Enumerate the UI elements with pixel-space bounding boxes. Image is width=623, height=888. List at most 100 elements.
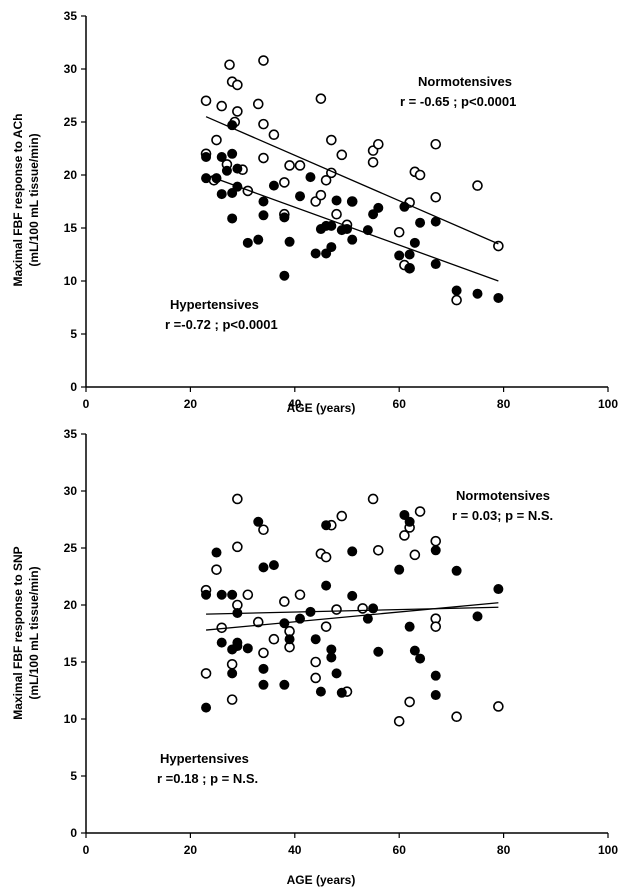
data-point-hypertensive (331, 195, 342, 206)
data-point-hypertensive (451, 565, 462, 576)
x-axis-title: AGE (years) (287, 401, 356, 415)
data-point-normotensive (200, 668, 212, 679)
series-normotensives (200, 493, 504, 727)
data-point-hypertensive (326, 220, 337, 231)
y-axis-title-line1: Maximal FBF response to ACh (11, 114, 25, 287)
data-point-hypertensive (430, 259, 441, 270)
data-point-hypertensive (201, 151, 212, 162)
y-tick-label: 30 (64, 484, 78, 498)
data-point-hypertensive (493, 584, 504, 595)
data-point-normotensive (268, 633, 280, 645)
data-point-hypertensive (347, 546, 358, 557)
data-point-hypertensive (279, 212, 290, 223)
data-point-normotensive (331, 208, 342, 220)
data-point-hypertensive (232, 637, 243, 648)
data-point-hypertensive (331, 668, 342, 679)
data-point-normotensive (399, 530, 410, 541)
data-point-hypertensive (368, 209, 379, 220)
y-tick-labels: 0 5 10 15 20 25 30 35 (64, 9, 86, 394)
x-tick-label: 60 (393, 843, 407, 857)
x-tick-label: 20 (184, 397, 198, 411)
data-point-hypertensive (326, 644, 337, 655)
data-point-hypertensive (227, 188, 238, 199)
data-point-hypertensive (227, 589, 238, 600)
data-point-normotensive (284, 160, 295, 171)
y-tick-label: 20 (64, 598, 78, 612)
data-point-hypertensive (326, 242, 337, 253)
data-point-hypertensive (362, 613, 373, 624)
trendline-normotensives (205, 116, 499, 245)
data-point-hypertensive (216, 189, 227, 200)
data-point-hypertensive (268, 560, 279, 571)
data-point-hypertensive (268, 180, 279, 191)
data-point-hypertensive (493, 292, 504, 303)
data-point-normotensive (216, 100, 228, 112)
annotation-hypertensives-stat: r =0.18 ; p = N.S. (157, 771, 258, 786)
data-point-normotensive (258, 55, 269, 66)
trendlines (205, 116, 499, 282)
data-point-hypertensive (201, 702, 212, 713)
data-point-hypertensive (415, 217, 426, 228)
data-point-hypertensive (373, 202, 384, 213)
data-point-hypertensive (258, 663, 269, 674)
data-point-normotensive (367, 156, 379, 168)
x-axis-title: AGE (years) (287, 873, 356, 887)
data-point-hypertensive (258, 210, 269, 221)
x-tick-label: 20 (184, 843, 198, 857)
data-point-normotensive (409, 549, 421, 561)
x-tick-label: 80 (497, 843, 511, 857)
data-point-normotensive (211, 564, 222, 575)
data-point-normotensive (310, 672, 321, 684)
data-point-hypertensive (404, 249, 415, 260)
annotation-normotensives-title: Normotensives (456, 488, 550, 503)
data-point-normotensive (226, 694, 238, 705)
data-point-normotensive (258, 647, 269, 659)
data-point-hypertensive (451, 285, 462, 296)
data-point-normotensive (320, 175, 332, 186)
data-point-normotensive (200, 95, 212, 107)
data-point-hypertensive (472, 288, 483, 299)
data-point-normotensive (393, 715, 405, 727)
data-point-normotensive (232, 79, 243, 91)
data-point-hypertensive (258, 562, 269, 573)
data-point-normotensive (211, 134, 222, 146)
data-point-normotensive (404, 696, 415, 708)
data-point-hypertensive (242, 643, 253, 654)
data-point-normotensive (232, 493, 243, 505)
data-point-normotensive (414, 169, 426, 181)
annotation-hypertensives-title: Hypertensives (160, 751, 249, 766)
y-tick-label: 35 (64, 9, 78, 23)
data-point-normotensive (258, 118, 269, 130)
data-point-hypertensive (415, 653, 426, 664)
y-tick-label: 10 (64, 274, 78, 288)
x-tick-label: 100 (598, 843, 618, 857)
data-point-hypertensive (284, 236, 295, 247)
trendline-hypertensives (205, 602, 499, 631)
data-point-normotensive (493, 240, 504, 252)
y-tick-label: 15 (64, 221, 78, 235)
y-tick-label: 0 (70, 826, 77, 840)
data-point-normotensive (430, 138, 442, 150)
data-point-hypertensive (310, 248, 321, 259)
data-point-normotensive (373, 544, 384, 556)
data-point-hypertensive (258, 679, 269, 690)
data-point-normotensive (373, 138, 384, 150)
data-point-hypertensive (430, 690, 441, 701)
trendline-normotensives (206, 606, 499, 615)
data-point-normotensive (294, 589, 306, 601)
data-point-hypertensive (404, 516, 415, 527)
data-point-hypertensive (321, 520, 332, 531)
data-point-normotensive (336, 510, 348, 522)
data-point-normotensive (451, 711, 462, 723)
data-point-normotensive (367, 493, 379, 505)
y-tick-label: 35 (64, 427, 78, 441)
data-point-hypertensive (227, 148, 238, 159)
y-axis-title-line2: (mL/100 mL tissue/min) (27, 566, 41, 699)
data-point-hypertensive (305, 172, 316, 183)
data-point-hypertensive (227, 213, 238, 224)
data-point-normotensive (430, 191, 442, 203)
data-point-hypertensive (216, 589, 227, 600)
data-point-hypertensive (253, 234, 264, 245)
data-point-normotensive (310, 656, 321, 668)
